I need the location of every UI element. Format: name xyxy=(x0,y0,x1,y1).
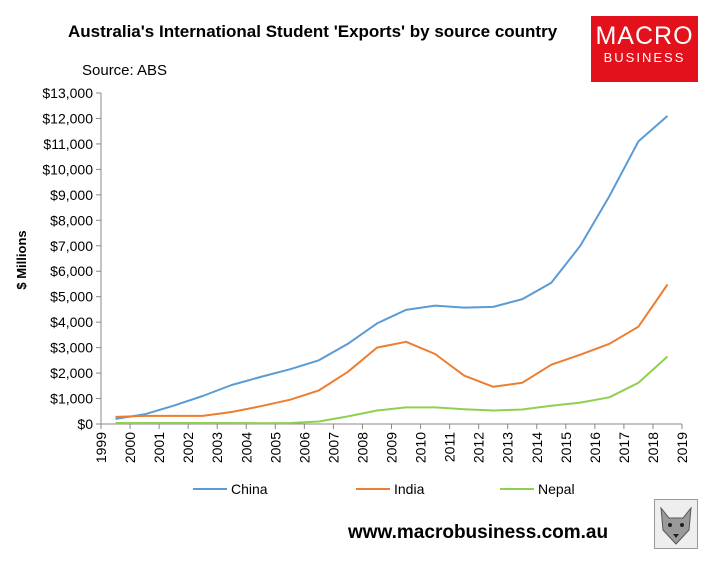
x-tick-label: 2008 xyxy=(354,432,370,463)
y-tick-label: $11,000 xyxy=(43,136,93,152)
y-tick-label: $6,000 xyxy=(50,263,93,279)
y-tick-label: $10,000 xyxy=(42,161,93,177)
y-tick-label: $13,000 xyxy=(42,85,93,101)
y-tick-label: $3,000 xyxy=(50,340,93,356)
y-axis-label: $ Millions xyxy=(14,230,29,289)
logo-line-1: MACRO xyxy=(595,22,694,50)
x-tick-label: 2019 xyxy=(674,432,690,463)
chart-axes: $0 $1,000 $2,000 $3,000 $4,000 $5,000 $6,000 $7… xyxy=(42,85,690,463)
website-url[interactable]: www.macrobusiness.com.au xyxy=(348,522,609,543)
x-tick-label: 2015 xyxy=(558,432,574,463)
series-line-china xyxy=(115,115,669,420)
legend-label-india: India xyxy=(394,481,425,497)
y-tick-label: $0 xyxy=(77,416,93,432)
y-tick-label: $2,000 xyxy=(50,365,93,381)
y-tick-label: $1,000 xyxy=(50,391,93,407)
x-tick-label: 2003 xyxy=(209,432,225,463)
x-tick-label: 2013 xyxy=(500,432,516,463)
y-tick-label: $5,000 xyxy=(50,289,93,305)
wolf-icon xyxy=(654,499,698,549)
x-tick-label: 2016 xyxy=(587,432,603,463)
x-tick-label: 2017 xyxy=(616,432,632,463)
x-tick-label: 2005 xyxy=(267,432,283,463)
series-line-india xyxy=(115,283,669,418)
y-tick-label: $12,000 xyxy=(42,110,93,126)
logo-line-2: BUSINESS xyxy=(603,50,686,65)
chart-title: Australia's International Student 'Expor… xyxy=(68,22,558,41)
y-tick-label: $9,000 xyxy=(50,187,93,203)
y-tick-label: $8,000 xyxy=(50,212,93,228)
x-tick-label: 2006 xyxy=(296,432,312,463)
y-tick-label: $7,000 xyxy=(50,238,93,254)
x-tick-label: 1999 xyxy=(93,432,109,463)
x-tick-label: 2012 xyxy=(471,432,487,463)
chart-legend: China India Nepal xyxy=(193,481,575,497)
x-tick-label: 2004 xyxy=(238,432,254,463)
x-tick-label: 2009 xyxy=(384,432,400,463)
x-tick-label: 2001 xyxy=(151,432,167,463)
macrobusiness-logo[interactable]: MACRO BUSINESS xyxy=(591,16,698,82)
chart-series xyxy=(115,115,669,425)
x-tick-label: 2011 xyxy=(442,432,458,462)
chart-source: Source: ABS xyxy=(82,62,168,79)
x-tick-label: 2002 xyxy=(180,432,196,463)
legend-label-nepal: Nepal xyxy=(538,481,575,497)
series-line-nepal xyxy=(115,355,669,425)
x-tick-label: 2000 xyxy=(122,432,138,463)
x-tick-label: 2014 xyxy=(529,432,545,463)
x-tick-label: 2018 xyxy=(645,432,661,463)
x-tick-label: 2010 xyxy=(413,432,429,463)
y-tick-label: $4,000 xyxy=(50,314,93,330)
x-tick-label: 2007 xyxy=(325,432,341,463)
legend-label-china: China xyxy=(231,481,268,497)
